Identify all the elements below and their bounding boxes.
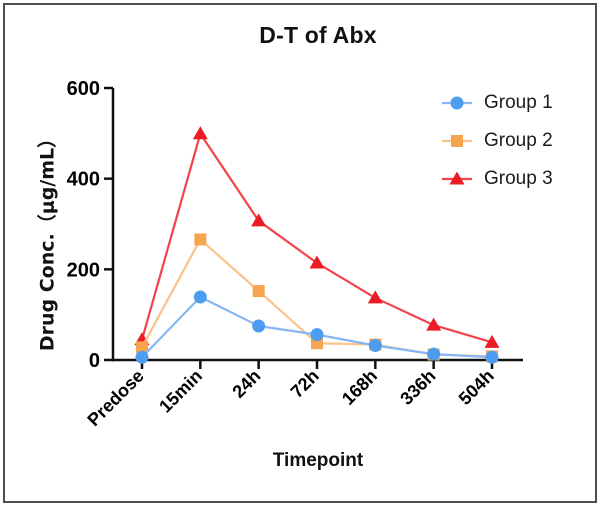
series-group-1-point-15min [193, 290, 207, 304]
x-axis-label: Timepoint [272, 450, 364, 471]
chart-title: D-T of Abx [259, 22, 377, 48]
series-group-3-point-72h [309, 255, 325, 269]
series-group-1-point-24h [252, 319, 266, 333]
series-group-2-markers [136, 233, 498, 363]
series-group-3-point-24h [251, 213, 267, 227]
series-group-3-point-336h [426, 317, 442, 331]
x-tick-label: 24h [228, 366, 264, 402]
legend-marker [449, 171, 465, 185]
x-tick-label: Predose [83, 366, 147, 430]
y-tick-label: 400 [67, 169, 100, 191]
legend-label-group-2: Group 2 [484, 130, 553, 151]
y-tick-label: 200 [67, 259, 100, 281]
y-axis-label: Drug Conc.（μg/mL） [36, 128, 59, 352]
legend-label-group-3: Group 3 [484, 168, 553, 189]
legend-item-group-2: Group 2 [441, 122, 553, 160]
group-1-marker-icon [442, 96, 472, 110]
x-tick-label: 15min [155, 366, 206, 417]
series-group-1-point-Predose [135, 350, 149, 364]
legend-item-group-3: Group 3 [441, 160, 553, 198]
series-group-1-point-504h [485, 350, 499, 364]
series-group-1-point-72h [310, 328, 324, 342]
y-tick-label: 600 [67, 78, 100, 100]
x-tick-label: 504h [455, 366, 498, 409]
series-group-3-point-504h [484, 334, 500, 348]
x-tick-label: 336h [396, 366, 439, 409]
x-tick-label: 168h [338, 366, 381, 409]
x-tick-label: 72h [287, 366, 323, 402]
series-group-1-point-336h [427, 347, 441, 361]
y-tick-label: 0 [89, 350, 100, 372]
series-group-1-point-168h [368, 338, 382, 352]
series-group-2-point-15min [194, 233, 207, 246]
group-2-marker-icon [442, 135, 472, 147]
series-group-3-point-168h [367, 290, 383, 304]
series-group-2-point-Predose [136, 341, 148, 354]
legend-item-group-1: Group 1 [441, 84, 553, 122]
legend-marker [451, 135, 463, 147]
series-group-1-markers [135, 290, 499, 364]
series-group-3-point-15min [192, 126, 208, 140]
legend-label-group-1: Group 1 [484, 92, 553, 113]
series-group-2-point-24h [252, 285, 265, 298]
group-3-marker-icon [442, 171, 472, 185]
legend: Group 1 Group 2 Group 3 [441, 84, 553, 198]
legend-marker [450, 96, 464, 110]
figure-frame [3, 3, 597, 503]
